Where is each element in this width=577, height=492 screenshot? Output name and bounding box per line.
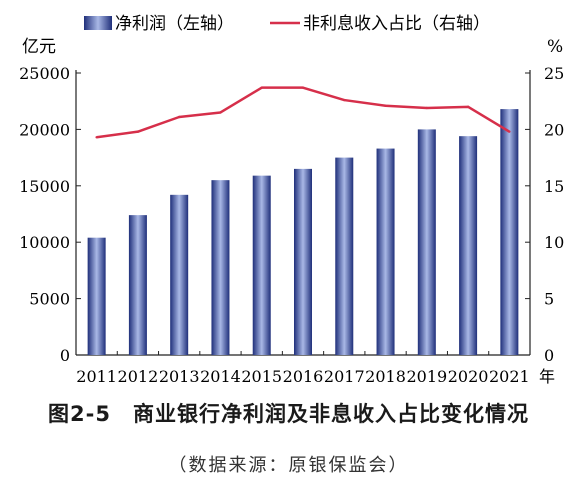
chart: 净利润（左轴） 非利息收入占比（右轴） 亿元 % 0 5000 10000 15000… <box>19 14 564 386</box>
left-tick-label: 20000 <box>19 120 70 139</box>
line-point <box>343 98 346 102</box>
legend: 净利润（左轴） 非利息收入占比（右轴） <box>84 14 490 34</box>
line-point <box>508 130 511 133</box>
x-tick-label: 2017 <box>324 367 365 386</box>
figure-source: （数据来源：原银保监会） <box>168 455 409 476</box>
x-tick-label: 2012 <box>118 367 159 386</box>
bar <box>252 175 271 355</box>
right-tick-label: 10 <box>544 233 564 252</box>
bar <box>376 148 395 355</box>
left-tick-label: 25000 <box>19 64 70 83</box>
x-axis-unit: 年 <box>539 367 555 386</box>
bar-series <box>87 109 519 355</box>
x-axis-ticks: 2011 2012 2013 2014 2015 2016 2017 2018 2019 2020… <box>76 351 531 386</box>
x-tick-label: 2016 <box>283 367 324 386</box>
figure-number: 图2-5 <box>48 402 111 426</box>
right-axis-unit: % <box>547 37 563 57</box>
bar <box>459 136 478 355</box>
x-tick-label: 2018 <box>365 367 406 386</box>
line-point <box>425 106 429 110</box>
bar <box>500 109 519 355</box>
legend-line-label: 非利息收入占比（右轴） <box>303 14 490 34</box>
legend-bar-label: 净利润（左轴） <box>115 14 234 34</box>
right-tick-label: 20 <box>544 120 564 139</box>
bar <box>335 157 354 355</box>
right-tick-label: 5 <box>544 290 554 309</box>
line-point <box>384 104 387 107</box>
bar <box>417 129 436 355</box>
x-tick-label: 2011 <box>76 367 117 386</box>
x-tick-label: 2013 <box>159 367 200 386</box>
bar <box>128 215 147 355</box>
line-series-path <box>96 86 511 139</box>
right-tick-label: 15 <box>544 177 564 196</box>
left-axis-unit: 亿元 <box>22 37 56 57</box>
line-point <box>95 136 98 139</box>
left-axis-ticks: 0 5000 10000 15000 20000 25000 <box>19 64 81 365</box>
x-tick-label: 2014 <box>200 367 241 386</box>
line-point <box>260 86 263 89</box>
right-axis-ticks: 0 5 10 15 20 25 <box>525 64 564 365</box>
left-tick-label: 15000 <box>19 177 70 196</box>
bar <box>87 237 106 355</box>
left-tick-label: 10000 <box>19 233 70 252</box>
line-series <box>95 86 511 139</box>
figure-caption: 图2-5 商业银行净利润及非息收入占比变化情况 <box>0 398 577 428</box>
bar <box>170 194 189 355</box>
right-tick-label: 25 <box>544 64 564 83</box>
left-tick-label: 0 <box>60 346 70 365</box>
line-point <box>136 130 140 133</box>
line-point <box>301 86 305 89</box>
line-point <box>177 115 181 119</box>
right-tick-label: 0 <box>544 346 554 365</box>
line-point <box>219 111 222 114</box>
legend-bar-swatch <box>84 16 112 30</box>
figure-title: 商业银行净利润及非息收入占比变化情况 <box>132 402 529 426</box>
line-point <box>466 105 470 109</box>
x-tick-label: 2020 <box>448 367 489 386</box>
left-tick-label: 5000 <box>29 290 70 309</box>
x-tick-label: 2021 <box>489 367 530 386</box>
x-tick-label: 2015 <box>241 367 282 386</box>
x-tick-label: 2019 <box>406 367 447 386</box>
bar <box>211 180 230 355</box>
bar <box>294 168 312 355</box>
